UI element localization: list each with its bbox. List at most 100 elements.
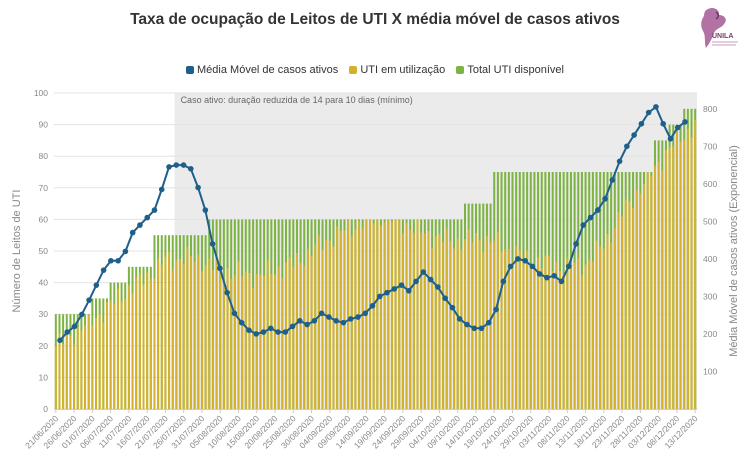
media-movel-point — [79, 311, 85, 318]
uti-em-uso-bar — [694, 119, 697, 409]
media-movel-point — [376, 293, 383, 300]
media-movel-point — [435, 284, 441, 290]
media-movel-point — [144, 214, 151, 221]
uti-em-uso-bar — [208, 258, 211, 409]
media-movel-point — [544, 274, 550, 281]
media-movel-point — [587, 214, 594, 221]
uti-em-uso-bar — [639, 193, 642, 409]
media-movel-point — [289, 323, 296, 330]
y-right-tick-label: 100 — [703, 366, 717, 376]
uti-em-uso-bar — [91, 325, 94, 409]
media-movel-point — [515, 256, 521, 262]
media-movel-point — [355, 314, 361, 320]
uti-em-uso-bar — [120, 301, 123, 409]
media-movel-point — [573, 241, 579, 247]
legend-total-uti[interactable]: Total UTI disponível — [456, 64, 564, 76]
uti-em-uso-bar — [390, 221, 393, 409]
uti-em-uso-bar — [135, 277, 138, 409]
uti-em-uso-bar — [314, 244, 317, 409]
media-movel-point — [507, 263, 514, 270]
uti-em-uso-bar — [416, 219, 419, 409]
media-movel-point — [275, 329, 281, 335]
legend-label-total-uti: Total UTI disponível — [467, 64, 564, 76]
uti-em-uso-bar — [54, 345, 57, 409]
y-left-tick-label: 70 — [39, 183, 49, 193]
uti-em-uso-bar — [98, 313, 101, 409]
y-axis-right: 100 200 300 400 500 600 700 800 — [703, 104, 717, 377]
media-movel-point — [173, 162, 180, 168]
uti-em-uso-bar — [456, 238, 459, 409]
uti-em-uso-bar — [230, 278, 233, 409]
uti-em-uso-bar — [672, 146, 675, 409]
uti-em-uso-bar — [555, 261, 558, 409]
uti-em-uso-bar — [438, 234, 441, 409]
media-movel-point — [682, 119, 688, 125]
uti-em-uso-bar — [204, 265, 207, 409]
media-movel-point — [267, 325, 274, 332]
uti-em-uso-bar — [610, 242, 613, 409]
media-movel-point — [449, 304, 456, 311]
media-movel-point — [500, 278, 507, 285]
uti-em-uso-bar — [69, 336, 72, 409]
legend-uti-utilizacao[interactable]: UTI em utilização — [349, 64, 445, 76]
uti-em-uso-bar — [566, 257, 569, 409]
uti-em-uso-bar — [303, 265, 306, 409]
legend-media-movel[interactable]: Média Móvel de casos ativos — [186, 64, 338, 76]
uti-em-uso-bar — [431, 248, 434, 409]
uti-em-uso-bar — [76, 326, 79, 409]
uti-em-uso-bar — [442, 242, 445, 409]
media-movel-point — [202, 207, 209, 213]
legend[interactable]: Média Móvel de casos ativos UTI em utili… — [0, 64, 750, 76]
uti-em-uso-bar — [544, 256, 547, 409]
y-left-tick-label: 40 — [39, 278, 49, 288]
uti-em-uso-bar — [288, 257, 291, 409]
uti-em-uso-bar — [460, 249, 463, 409]
media-movel-point — [231, 310, 238, 317]
uti-em-uso-bar — [168, 251, 171, 409]
chart-title: Taxa de ocupação de Leitos de UTI X médi… — [130, 11, 620, 28]
media-movel-point — [297, 318, 303, 324]
media-movel-point — [398, 282, 405, 288]
uti-em-uso-bar — [504, 249, 507, 409]
media-movel-point — [180, 162, 187, 168]
media-movel-point — [565, 263, 572, 270]
uti-em-uso-bar — [394, 219, 397, 409]
legend-swatch-total-uti — [456, 66, 465, 74]
y-left-tick-label: 10 — [39, 372, 49, 382]
uti-em-uso-bar — [237, 261, 240, 409]
uti-em-uso-bar — [182, 264, 185, 409]
uti-em-uso-bar — [372, 223, 375, 409]
uti-em-uso-bar — [295, 253, 298, 409]
media-movel-point — [536, 271, 543, 277]
media-movel-point — [427, 276, 434, 283]
uti-em-uso-bar — [613, 227, 616, 409]
uti-em-uso-bar — [369, 219, 372, 409]
uti-em-uso-bar — [164, 256, 167, 409]
media-movel-point — [64, 329, 71, 335]
media-movel-point — [456, 316, 463, 322]
uti-em-uso-bar — [657, 161, 660, 409]
uti-em-uso-bar — [226, 268, 229, 409]
y-left-tick-label: 80 — [39, 151, 49, 161]
y-right-tick-label: 600 — [703, 179, 717, 189]
uti-em-uso-bar — [252, 288, 255, 409]
media-movel-point — [86, 297, 92, 303]
uti-em-uso-bar — [628, 201, 631, 409]
media-movel-point — [326, 314, 332, 320]
media-movel-point — [478, 325, 485, 332]
media-movel-point — [667, 135, 674, 142]
media-movel-point — [129, 229, 136, 236]
y-left-tick-label: 0 — [43, 404, 48, 414]
uti-em-uso-bar — [467, 229, 470, 409]
media-movel-point — [188, 166, 194, 172]
uti-em-uso-bar — [387, 219, 390, 409]
media-movel-point — [616, 158, 623, 165]
uti-em-uso-bar — [540, 268, 543, 409]
uti-em-uso-bar — [398, 219, 401, 409]
uti-em-uso-bar — [193, 261, 196, 409]
uti-em-uso-bar — [551, 271, 554, 409]
media-movel-point — [624, 143, 630, 150]
uti-em-uso-bar — [266, 260, 269, 409]
y-left-tick-label: 50 — [39, 246, 49, 256]
